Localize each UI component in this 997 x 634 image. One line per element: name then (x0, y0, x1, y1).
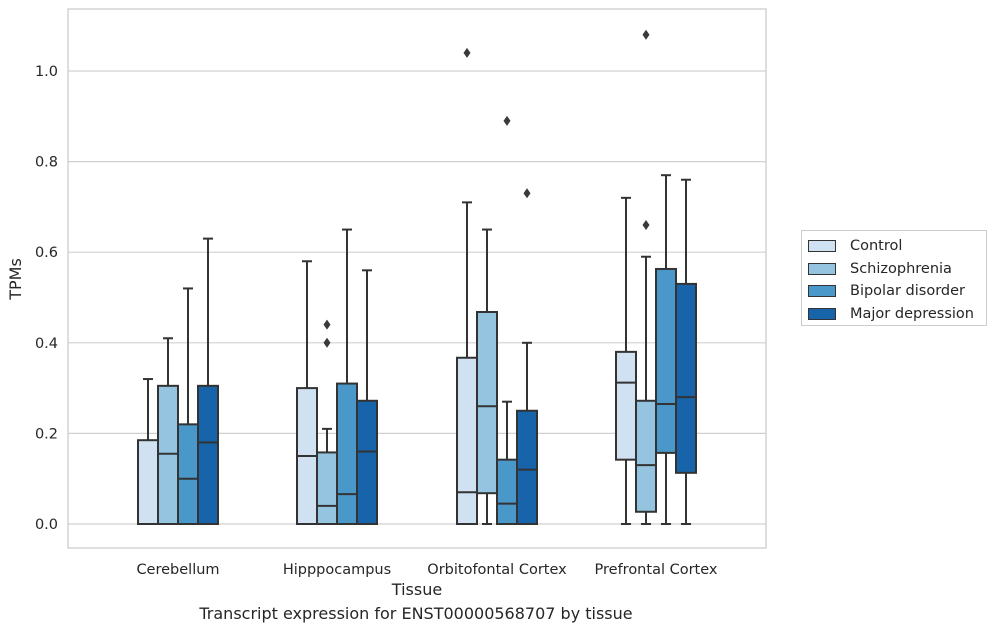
legend-label-schizophrenia: Schizophrenia (850, 260, 952, 277)
y-tick-label: 1.0 (35, 64, 58, 80)
box-prefrontal-cortex-major-depression (675, 178, 697, 525)
legend-item-major-depression: Major depression (808, 303, 986, 326)
outlier-point (323, 337, 331, 348)
legend-label-bipolar-disorder: Bipolar disorder (850, 283, 965, 300)
box-body (157, 384, 179, 525)
box-cerebellum-schizophrenia (157, 337, 179, 525)
outlier-point (463, 47, 471, 58)
x-axis-label: Tissue (391, 580, 442, 599)
box-hipppocampus-schizophrenia (316, 319, 338, 525)
box-prefrontal-cortex-schizophrenia (635, 29, 657, 525)
box-cerebellum-major-depression (197, 237, 219, 525)
box-body (516, 409, 538, 525)
box-cerebellum-bipolar-disorder (177, 287, 199, 525)
box-body (356, 399, 378, 525)
box-body (137, 439, 159, 526)
outlier-point (642, 220, 650, 231)
legend-swatch-schizophrenia (808, 262, 836, 275)
x-tick-label: Prefrontal Cortex (595, 562, 718, 578)
legend-swatch-bipolar-disorder (808, 285, 836, 298)
box-body (336, 382, 358, 525)
box-orbitofontal-cortex-bipolar-disorder (496, 115, 518, 526)
box-body (177, 423, 199, 525)
plot-frame (67, 8, 767, 549)
legend-label-major-depression: Major depression (850, 306, 974, 323)
box-prefrontal-cortex-control (615, 196, 637, 525)
y-tick-label: 0.6 (35, 245, 58, 261)
box-body (316, 451, 338, 525)
chart-caption: Transcript expression for ENST0000056870… (199, 604, 633, 623)
x-tick-label: Hipppocampus (283, 562, 391, 578)
box-body (615, 350, 637, 461)
y-tick-label: 0.0 (35, 517, 58, 533)
x-tick-labels: Cerebellum Hipppocampus Orbitofontal Corte… (136, 562, 717, 578)
legend-item-schizophrenia: Schizophrenia (808, 258, 986, 281)
y-tick-label: 0.4 (35, 336, 58, 352)
box-orbitofontal-cortex-control (456, 47, 478, 525)
y-tick-label: 0.2 (35, 426, 58, 442)
box-orbitofontal-cortex-major-depression (516, 188, 538, 525)
y-tick-label: 0.8 (35, 155, 58, 171)
box-plot-boxes (137, 29, 697, 526)
x-tick-label: Orbitofontal Cortex (427, 562, 567, 578)
box-hipppocampus-control (296, 260, 318, 525)
outlier-point (323, 319, 331, 330)
outlier-point (523, 188, 531, 199)
legend-label-control: Control (850, 238, 903, 255)
box-prefrontal-cortex-bipolar-disorder (655, 174, 677, 525)
box-body (675, 282, 697, 474)
legend-item-bipolar-disorder: Bipolar disorder (808, 280, 986, 303)
y-axis-label: TPMs (6, 258, 25, 301)
box-hipppocampus-major-depression (356, 269, 378, 525)
x-tick-label: Cerebellum (136, 562, 219, 578)
legend-item-control: Control (808, 235, 986, 258)
box-body (476, 310, 498, 495)
box-body (496, 458, 518, 526)
legend-swatch-major-depression (808, 308, 836, 321)
y-tick-labels: 0.0 0.2 0.4 0.6 0.8 1.0 (35, 64, 58, 533)
box-orbitofontal-cortex-schizophrenia (476, 228, 498, 525)
outlier-point (642, 29, 650, 40)
box-cerebellum-control (137, 378, 159, 526)
outlier-point (503, 115, 511, 126)
legend: Control Schizophrenia Bipolar disorder M… (801, 230, 987, 326)
legend-swatch-control (808, 240, 836, 253)
box-body (456, 356, 478, 525)
box-body (197, 384, 219, 525)
box-body (635, 399, 657, 513)
box-body (655, 267, 677, 454)
box-hipppocampus-bipolar-disorder (336, 228, 358, 525)
